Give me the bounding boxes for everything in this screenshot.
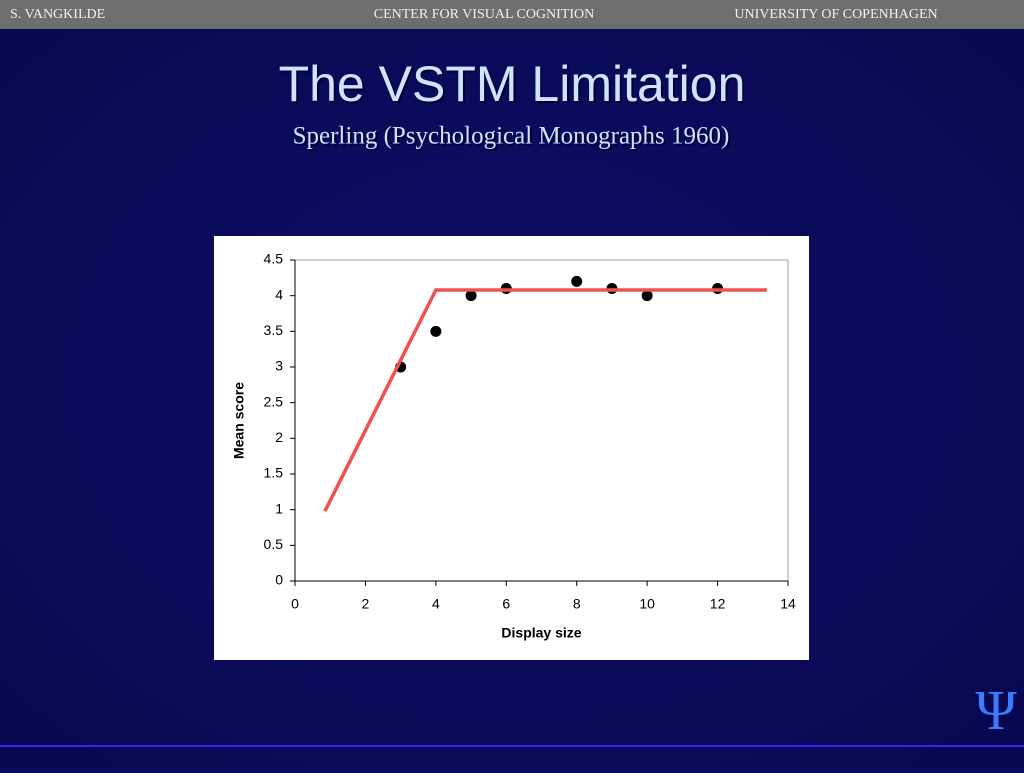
- header-left: S. VANGKILDE: [10, 7, 105, 22]
- y-tick-label: 3: [275, 358, 283, 374]
- y-tick-label: 3.5: [264, 322, 284, 338]
- y-tick-label: 0: [275, 572, 283, 588]
- data-point: [430, 325, 442, 337]
- chart-area: [214, 236, 809, 660]
- header-center: CENTER FOR VISUAL COGNITION: [374, 7, 595, 22]
- subtitle-shadow: Sperling (Psychological Monographs 1960): [295, 125, 732, 152]
- x-tick-label: 6: [502, 596, 510, 612]
- logo: Ψ: [975, 680, 1017, 742]
- y-tick-label: 1.5: [264, 465, 284, 481]
- x-tick-label: 14: [780, 596, 796, 612]
- x-tick-label: 10: [639, 596, 655, 612]
- x-tick-label: 12: [710, 596, 726, 612]
- x-tick-label: 8: [573, 596, 581, 612]
- fit-line: [323, 288, 767, 512]
- y-tick-label: 4.5: [264, 251, 284, 267]
- header-right: UNIVERSITY OF COPENHAGEN: [734, 7, 937, 22]
- header-bar: [0, 0, 1024, 29]
- x-tick-label: 0: [291, 596, 299, 612]
- y-tick-label: 0.5: [264, 536, 284, 552]
- y-tick-label: 4: [275, 286, 283, 302]
- y-axis-label: Mean score: [231, 382, 247, 459]
- y-tick-label: 1: [275, 500, 283, 516]
- x-axis-label: Display size: [501, 625, 581, 641]
- data-point: [571, 275, 583, 287]
- x-tick-label: 2: [362, 596, 370, 612]
- title-shadow: The VSTM Limitation: [281, 58, 748, 114]
- y-tick-label: 2.5: [264, 393, 284, 409]
- chart: 0 0.5 1 1.5 2 2.5 3 3.5 4 4.5 0 2 4 6 8 10 12 14 Display s…: [231, 251, 796, 641]
- data-point: [465, 290, 477, 302]
- subtitle: Sperling (Psychological Monographs 1960): [293, 123, 730, 150]
- data-point: [641, 290, 653, 302]
- x-tick-label: 4: [432, 596, 440, 612]
- title: The VSTM Limitation: [279, 56, 746, 112]
- y-tick-label: 2: [275, 429, 283, 445]
